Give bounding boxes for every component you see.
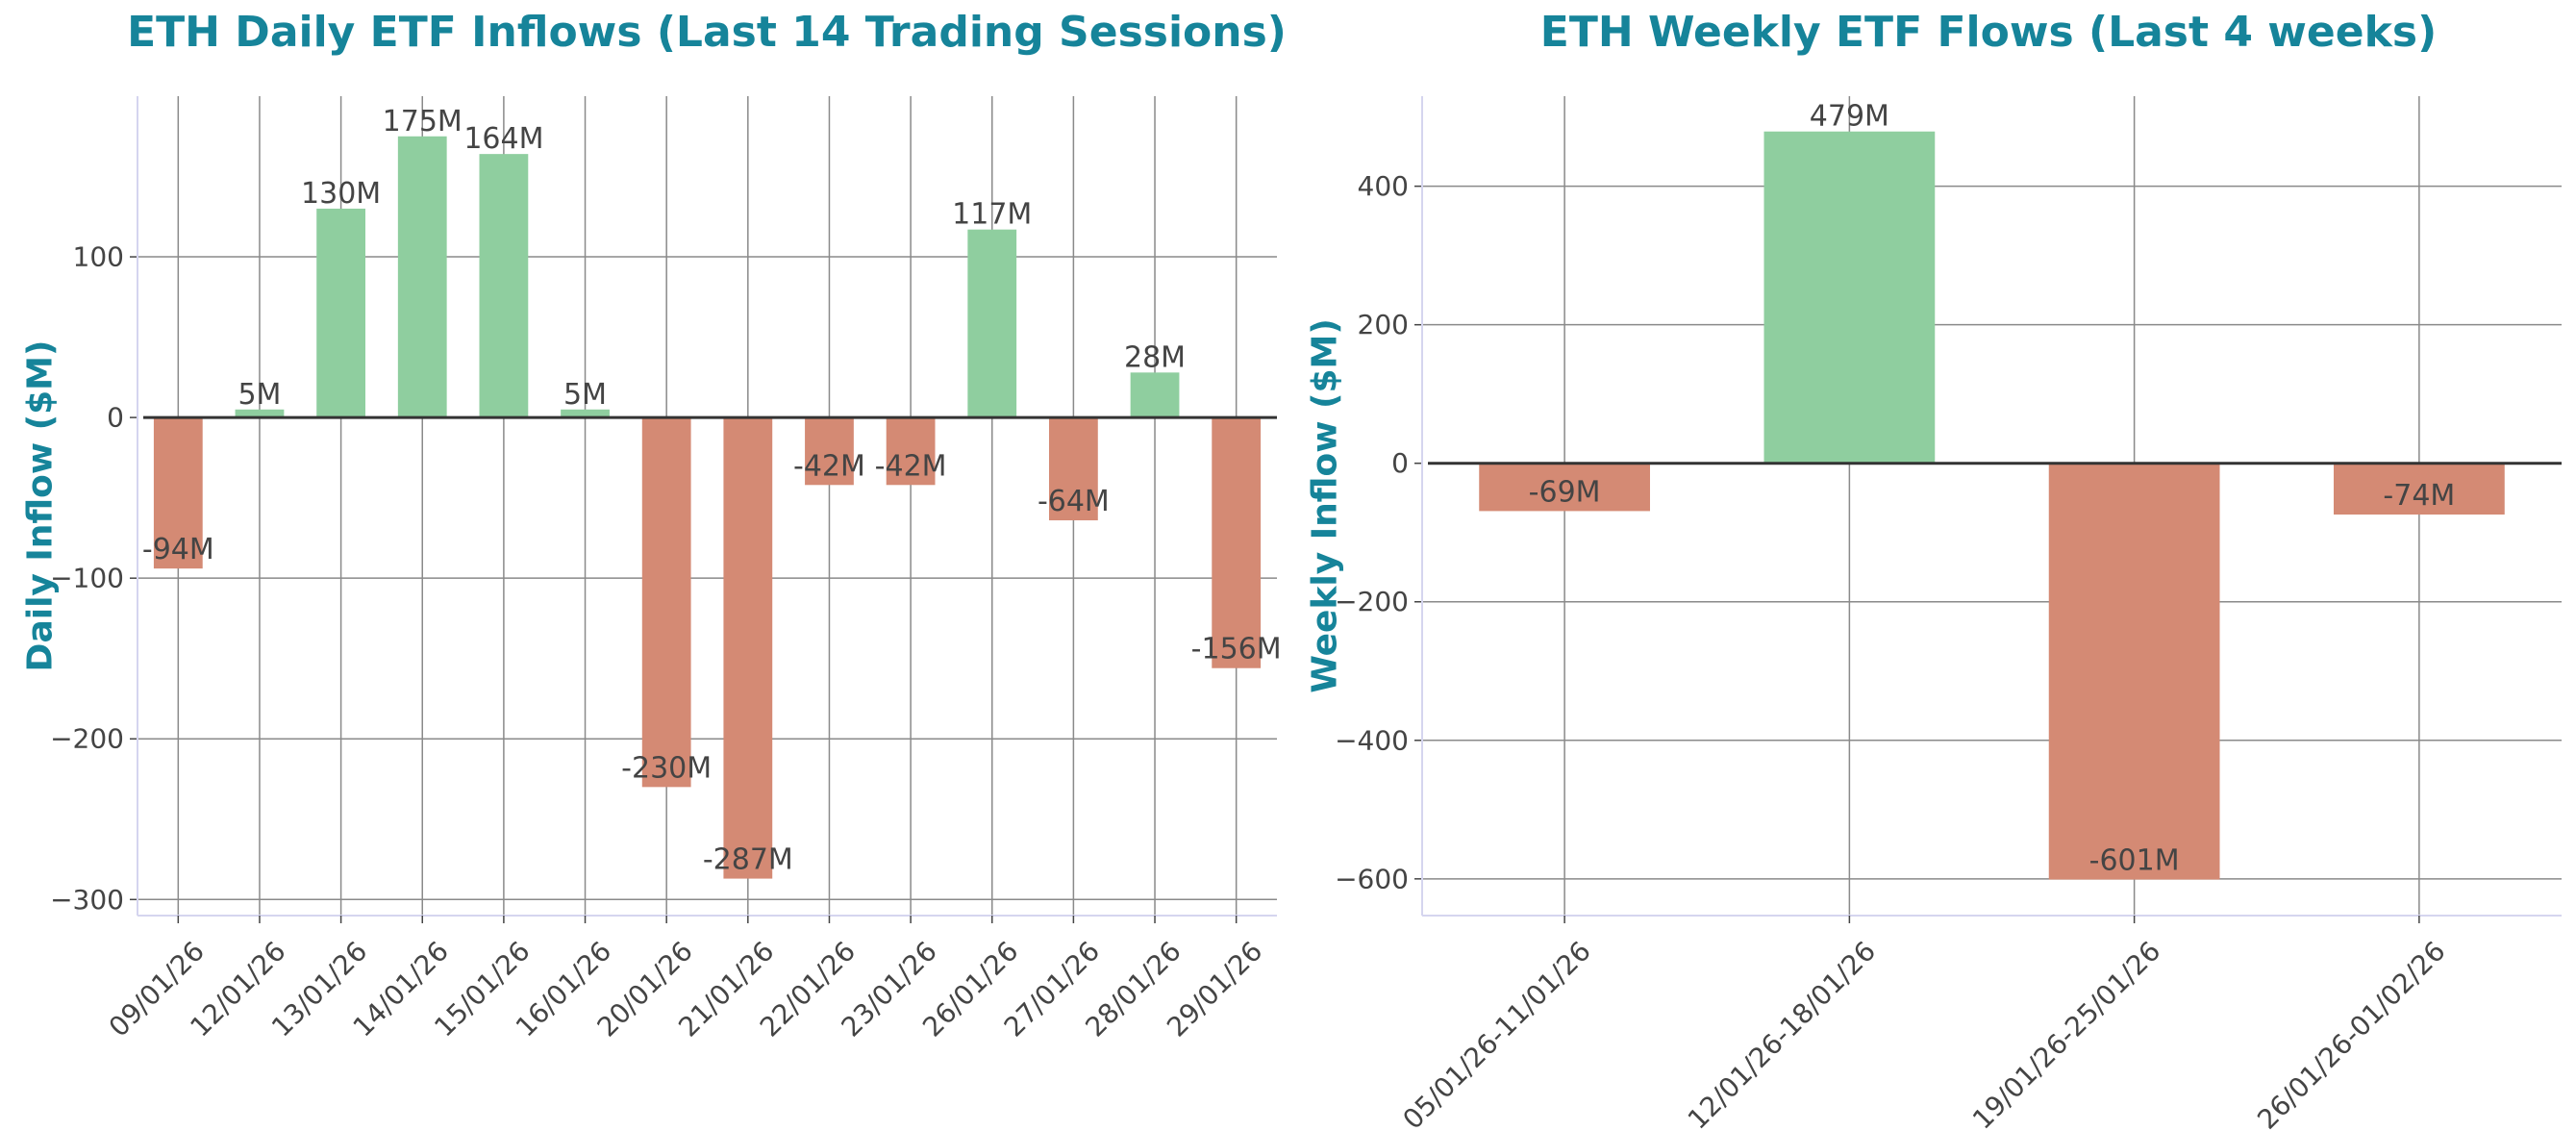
daily-data-label: 28M: [1124, 340, 1186, 374]
daily-data-label: 117M: [952, 198, 1032, 232]
daily-data-label: -42M: [875, 449, 947, 483]
daily-data-label: 130M: [301, 177, 381, 211]
daily-bar: [1212, 417, 1262, 668]
weekly-chart-title: ETH Weekly ETF Flows (Last 4 weeks): [1540, 8, 2437, 57]
daily-bar: [561, 409, 610, 418]
daily-bar: [967, 229, 1017, 418]
daily-bar: [1130, 372, 1180, 418]
daily-data-label: 5M: [238, 378, 281, 412]
weekly-y-tick-label: 400: [1358, 170, 1409, 202]
weekly-y-tick-label: 200: [1358, 309, 1409, 340]
weekly-bar: [2334, 463, 2505, 515]
daily-data-label: -42M: [793, 449, 865, 483]
weekly-data-label: -601M: [2089, 844, 2180, 878]
daily-y-tick-label: −200: [50, 723, 124, 755]
weekly-data-label: -74M: [2383, 479, 2455, 513]
daily-data-label: -230M: [621, 751, 712, 785]
daily-bar: [723, 417, 773, 879]
weekly-bar: [2048, 463, 2220, 880]
weekly-y-tick-label: 0: [1391, 447, 1409, 479]
weekly-y-tick-label: −600: [1335, 863, 1409, 894]
daily-bar: [235, 409, 285, 418]
weekly-flows-chart: ETH Weekly ETF Flows (Last 4 weeks) Week…: [1306, 8, 2562, 1131]
weekly-data-label: -69M: [1529, 475, 1601, 509]
weekly-x-tick-label: 19/01/26-25/01/26: [1966, 935, 2166, 1131]
daily-bar: [1049, 417, 1098, 521]
weekly-chart-y-axis-label: Weekly Inflow ($M): [1306, 318, 1345, 693]
daily-y-tick-label: −100: [50, 563, 124, 594]
weekly-bar: [1479, 463, 1650, 512]
daily-data-label: -64M: [1038, 485, 1110, 518]
daily-y-tick-label: 100: [73, 241, 124, 273]
daily-bar: [153, 417, 203, 569]
weekly-x-tick-label: 05/01/26-11/01/26: [1396, 935, 1596, 1131]
daily-data-label: -94M: [142, 533, 214, 566]
daily-data-label: -156M: [1191, 633, 1282, 666]
daily-data-label: 164M: [463, 122, 543, 156]
daily-bar: [316, 208, 365, 418]
daily-bar: [886, 417, 936, 486]
daily-bar: [479, 154, 529, 418]
weekly-x-tick-label: 12/01/26-18/01/26: [1682, 935, 1882, 1131]
weekly-y-tick-label: −200: [1335, 586, 1409, 617]
daily-inflows-chart: ETH Daily ETF Inflows (Last 14 Trading S…: [21, 8, 1287, 1043]
daily-data-label: -287M: [703, 843, 793, 877]
daily-data-label: 175M: [383, 105, 463, 138]
weekly-data-label: 479M: [1810, 100, 1889, 134]
daily-chart-title: ETH Daily ETF Inflows (Last 14 Trading S…: [127, 8, 1287, 57]
daily-y-tick-label: −300: [50, 884, 124, 916]
weekly-y-tick-label: −400: [1335, 724, 1409, 756]
daily-chart-y-axis-label: Daily Inflow ($M): [21, 340, 61, 672]
weekly-x-tick-label: 26/01/26-01/02/26: [2251, 935, 2451, 1131]
weekly-bar: [1763, 131, 1936, 464]
daily-bar: [805, 417, 854, 486]
daily-bar: [641, 417, 691, 788]
daily-data-label: 5M: [563, 378, 607, 412]
daily-bar: [397, 136, 447, 418]
daily-y-tick-label: 0: [107, 402, 124, 434]
